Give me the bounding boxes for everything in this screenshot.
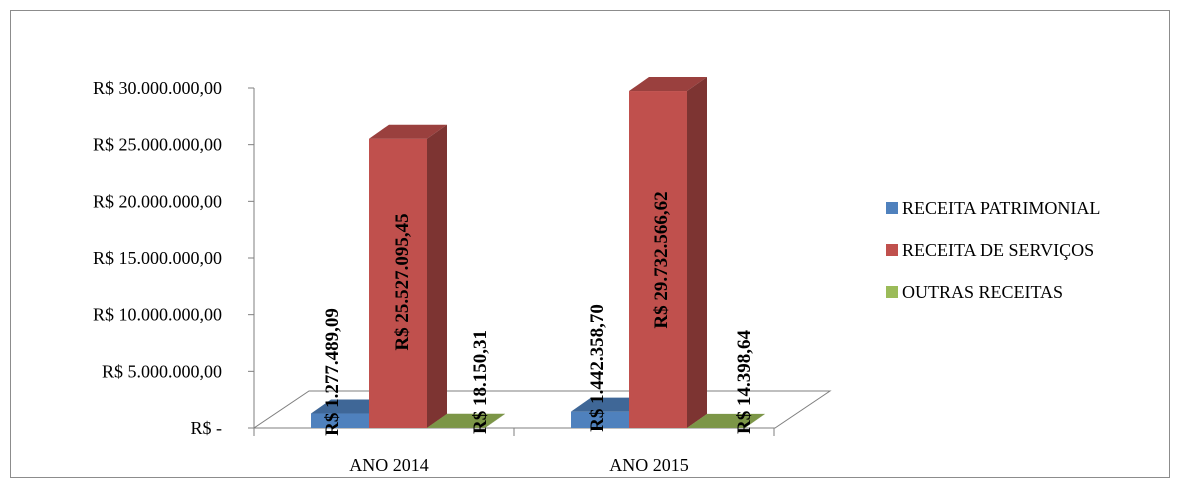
- y-tick-label: R$ 20.000.000,00: [93, 191, 222, 211]
- y-tick-label: R$ 10.000.000,00: [93, 305, 222, 325]
- legend: RECEITA PATRIMONIAL RECEITA DE SERVIÇOS OU…: [886, 198, 1100, 302]
- bar: [571, 411, 629, 428]
- bar-side: [687, 77, 707, 428]
- legend-swatch: [886, 286, 898, 298]
- data-label: R$ 1.277.489,09: [322, 308, 343, 436]
- bar-side: [745, 413, 765, 428]
- bar: [311, 413, 369, 428]
- y-tick-label: R$ -: [191, 418, 223, 438]
- bar-layer: [311, 77, 765, 428]
- legend-swatch: [886, 244, 898, 256]
- data-label: R$ 14.398,64: [734, 330, 755, 434]
- bar-top: [427, 413, 505, 428]
- y-tick-label: R$ 30.000.000,00: [93, 78, 222, 98]
- y-tick-label: R$ 5.000.000,00: [102, 361, 222, 381]
- data-label: R$ 29.732.566,62: [651, 191, 672, 328]
- y-tick-label: R$ 15.000.000,00: [93, 248, 222, 268]
- y-tick-label: R$ 25.000.000,00: [93, 135, 222, 155]
- bar-top: [629, 77, 707, 92]
- bar: [369, 138, 427, 428]
- legend-label: RECEITA DE SERVIÇOS: [902, 240, 1094, 260]
- label-layer: R$ 1.277.489,09 R$ 25.527.095,45 R$ 18.150…: [322, 191, 755, 435]
- x-category-label: ANO 2014: [349, 455, 429, 475]
- x-category-label: ANO 2015: [609, 455, 689, 475]
- data-label: R$ 1.442.358,70: [587, 304, 608, 432]
- legend-label: OUTRAS RECEITAS: [902, 282, 1063, 302]
- data-label: R$ 18.150,31: [470, 330, 491, 434]
- legend-label: RECEITA PATRIMONIAL: [902, 198, 1100, 218]
- data-label: R$ 25.527.095,45: [392, 213, 413, 350]
- bar-side: [427, 124, 447, 428]
- bar: [629, 91, 687, 428]
- bar-top: [687, 413, 765, 428]
- bar-top: [369, 124, 447, 139]
- bar-side: [485, 413, 505, 428]
- legend-swatch: [886, 202, 898, 214]
